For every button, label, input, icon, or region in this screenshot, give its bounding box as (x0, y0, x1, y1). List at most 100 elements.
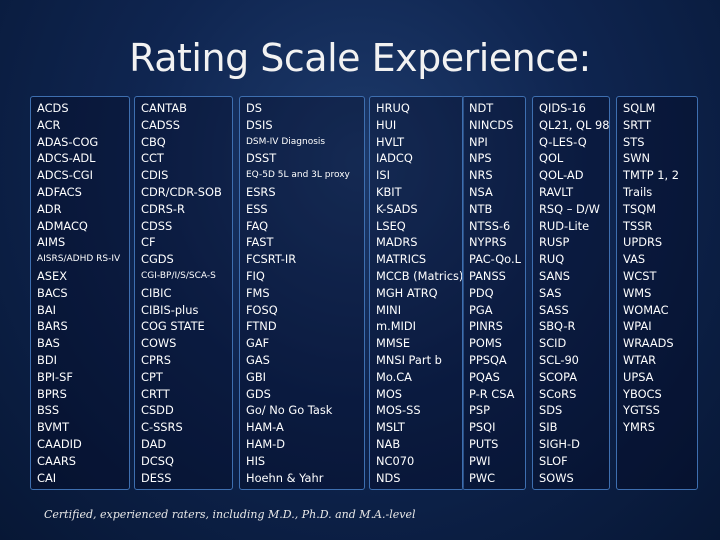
scale-item: MNSI Part b (376, 352, 442, 367)
scale-item: MOS (376, 386, 403, 401)
scale-item: SCoRS (539, 386, 577, 401)
scale-column-5: NDT NINCDS NPI NPS NRS NSA NTB NTSS-6 NYPRS PAC-Q… (462, 96, 526, 490)
scale-item: YBOCS (623, 386, 662, 401)
scale-item: PUTS (469, 436, 499, 451)
scale-item: NPS (469, 151, 492, 166)
scale-item: DS (246, 101, 263, 115)
scale-item: PSP (469, 403, 490, 418)
scale-item: PQAS (469, 369, 500, 384)
scale-item: COG STATE (141, 319, 205, 334)
scale-item: QOL (539, 151, 564, 166)
scale-column-1: ACDS ACR ADAS-COG ADCS-ADL ADCS-CGI ADFACS ADR… (30, 96, 130, 490)
scale-item: STS (623, 134, 645, 149)
scale-item: FIQ (246, 268, 265, 283)
scale-item: WCST (623, 268, 657, 283)
scale-item: CANTAB (141, 101, 187, 115)
scale-item: CDR/CDR-SOB (141, 184, 222, 199)
scale-item: CADSS (141, 117, 180, 132)
scale-item: DCSQ (141, 453, 174, 468)
scale-item: GAS (246, 352, 270, 367)
scale-item: CPT (141, 369, 163, 384)
scale-column-3: DS DSIS DSM-IV Diagnosis DSST EQ-5D 5L and 3… (239, 96, 365, 490)
scale-item: SIGH-D (539, 436, 580, 451)
scale-item: NYPRS (469, 235, 507, 250)
scale-item: HUI (376, 117, 397, 132)
scale-item: SDS (539, 403, 563, 418)
scale-item: TMTP 1, 2 (623, 168, 679, 183)
scale-item: QIDS-16 (539, 101, 586, 115)
scale-item: CGI-BP/I/S/SCA-S (141, 270, 216, 281)
scale-item: DAD (141, 436, 167, 451)
scale-item: Hoehn & Yahr (246, 470, 324, 485)
scale-item: WOMAC (623, 302, 669, 317)
scale-item: TSQM (623, 201, 656, 216)
scale-item: ESS (246, 201, 268, 216)
scale-item: HRUQ (376, 101, 410, 115)
scale-item: YGTSS (623, 403, 660, 418)
scale-item: SANS (539, 268, 570, 283)
scale-item: CGDS (141, 252, 174, 267)
scale-item: MCCB (Matrics) (376, 268, 464, 283)
scale-item: CDIS (141, 168, 169, 183)
scale-item: SAS (539, 285, 562, 300)
scale-item: MGH ATRQ (376, 285, 438, 300)
scale-item: NPI (469, 134, 488, 149)
scale-item: SCID (539, 336, 567, 351)
scale-item: NTB (469, 201, 493, 216)
footer-note: Certified, experienced raters, including… (44, 508, 416, 521)
scale-column-6: QIDS-16 QL21, QL 98 Q-LES-Q QOL QOL-AD RAVLT R… (532, 96, 610, 490)
scale-item: DSM-IV Diagnosis (246, 136, 326, 147)
scale-item: QOL-AD (539, 168, 584, 183)
scale-item: Go/ No Go Task (246, 403, 333, 418)
scale-item: Trails (623, 184, 653, 199)
scale-item: NRS (469, 168, 493, 183)
scale-item: ADFACS (37, 184, 82, 199)
scale-item: LSEQ (376, 218, 406, 233)
scale-item: YMRS (623, 420, 655, 435)
scale-item: SBQ-R (539, 319, 576, 334)
scale-item: CPRS (141, 352, 171, 367)
scale-item: SRTT (623, 117, 652, 132)
scale-item: ADR (37, 201, 62, 216)
scale-item: PWI (469, 453, 491, 468)
scale-item: MINI (376, 302, 402, 317)
scale-item: PAC-Qo.L (469, 252, 521, 267)
scale-item: COWS (141, 336, 177, 351)
scale-item: MATRICS (376, 252, 427, 267)
scale-item: WPAI (623, 319, 652, 334)
scale-item: GBI (246, 369, 267, 384)
scale-item: PGA (469, 302, 493, 317)
scale-item: SIB (539, 420, 558, 435)
scale-item: HIS (246, 453, 266, 468)
scale-item: ASEX (37, 268, 68, 283)
scale-item: FAQ (246, 218, 269, 233)
scale-item: BAI (37, 302, 56, 317)
scale-item: BPRS (37, 386, 67, 401)
scale-item: m.MIDI (376, 319, 417, 334)
scale-item: NINCDS (469, 117, 514, 132)
scale-item: C-SSRS (141, 420, 183, 435)
scale-item: GDS (246, 386, 271, 401)
scale-item: CAARS (37, 453, 76, 468)
scale-item: P-R CSA (469, 386, 515, 401)
scale-item: TSSR (623, 218, 653, 233)
scale-item: PINRS (469, 319, 503, 334)
scale-item: SLOF (539, 453, 568, 468)
scale-item: PWC (469, 470, 496, 485)
scale-item: NDT (469, 101, 494, 115)
scale-item: BDI (37, 352, 57, 367)
scale-item: BAS (37, 336, 60, 351)
scale-item: CAI (37, 470, 57, 485)
scale-item: BACS (37, 285, 68, 300)
scale-item: WMS (623, 285, 652, 300)
scale-column-7: SQLM SRTT STS SWN TMTP 1, 2 Trails TSQM TSSR UPD… (616, 96, 698, 490)
scale-item: SWN (623, 151, 651, 166)
scale-item: SCOPA (539, 369, 578, 384)
scale-columns: ACDS ACR ADAS-COG ADCS-ADL ADCS-CGI ADFACS ADR… (30, 96, 700, 490)
scale-item: DSIS (246, 117, 273, 132)
scale-item: FAST (246, 235, 274, 250)
scale-item: WTAR (623, 352, 657, 367)
scale-item: ACR (37, 117, 61, 132)
scale-item: ESRS (246, 184, 276, 199)
scale-item: CBQ (141, 134, 166, 149)
